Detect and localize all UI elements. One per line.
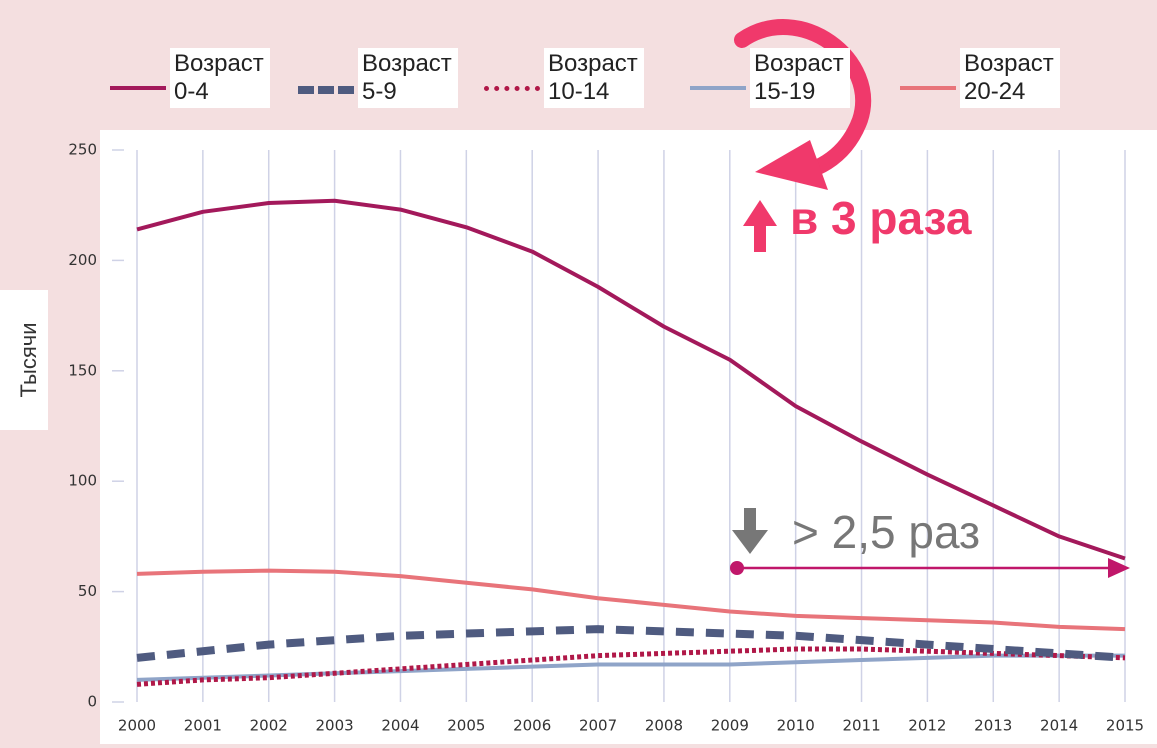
legend-swatch: [690, 86, 746, 90]
plot-background: [100, 130, 1157, 744]
x-tick-label: 2012: [908, 717, 946, 735]
x-tick-label: 2007: [579, 717, 617, 735]
legend-label: Возраст 15-19: [750, 48, 850, 108]
range-start: [730, 561, 744, 575]
legend-label: Возраст 20-24: [960, 48, 1060, 108]
y-tick-label: 0: [87, 693, 97, 711]
x-tick-label: 2013: [974, 717, 1012, 735]
series-line: [136, 625, 1126, 662]
x-tick-label: 2009: [711, 717, 749, 735]
x-tick-label: 2003: [316, 717, 354, 735]
x-tick-label: 2005: [447, 717, 485, 735]
x-tick-label: 2015: [1106, 717, 1144, 735]
annotation: в 3 раза: [790, 192, 972, 244]
y-tick-label: 150: [68, 361, 97, 379]
x-tick-label: 2011: [842, 717, 880, 735]
x-tick-label: 2010: [777, 717, 815, 735]
legend-swatch: [110, 86, 166, 90]
y-tick-label: 200: [68, 251, 97, 269]
y-tick-label: 50: [78, 582, 97, 600]
legend-label: Возраст 0-4: [170, 48, 270, 108]
legend-swatch: [484, 86, 540, 91]
x-tick-label: 2006: [513, 717, 551, 735]
legend-label: Возраст 5-9: [358, 48, 458, 108]
series-line: [136, 198, 1126, 561]
down-arrow: [732, 508, 768, 554]
up-arrow: [743, 200, 777, 252]
x-tick-label: 2014: [1040, 717, 1078, 735]
x-tick-label: 2004: [381, 717, 419, 735]
x-tick-label: 2001: [184, 717, 222, 735]
x-tick-label: 2002: [250, 717, 288, 735]
series-line: [136, 646, 1126, 687]
curved-arrow-head: [755, 140, 828, 190]
y-tick-label: 250: [68, 141, 97, 159]
annotation: > 2,5 раз: [792, 506, 980, 558]
y-tick-label: 100: [68, 472, 97, 490]
legend-label: Возраст 10-14: [544, 48, 644, 108]
x-tick-label: 2000: [118, 717, 156, 735]
series-line: [136, 568, 1126, 632]
y-axis-label: Тысячи: [16, 323, 41, 398]
range-arrow-head: [1108, 558, 1130, 578]
legend-swatch: [900, 86, 956, 90]
x-tick-label: 2008: [645, 717, 683, 735]
legend-swatch: [298, 86, 354, 94]
y-label-background: [0, 290, 48, 430]
